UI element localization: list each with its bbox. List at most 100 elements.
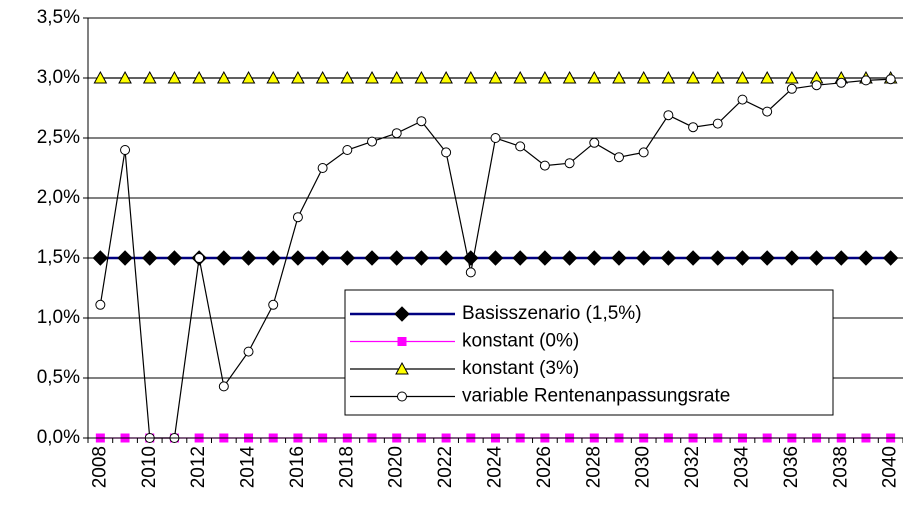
marker [389, 250, 405, 266]
marker [638, 147, 649, 158]
marker [291, 70, 305, 84]
marker [120, 145, 131, 155]
y-tick-label: 0,5% [37, 367, 80, 388]
x-tick-label: 2024 [485, 446, 506, 489]
marker [92, 250, 109, 266]
marker [759, 250, 775, 266]
marker [194, 253, 205, 263]
legend-label: konstant (0%) [462, 331, 579, 352]
x-tick-label: 2010 [139, 446, 160, 488]
x-tick-label: 2028 [583, 446, 604, 488]
marker [317, 163, 328, 173]
marker [142, 70, 157, 84]
marker [268, 299, 279, 310]
marker [117, 250, 133, 266]
x-tick-label: 2016 [287, 446, 308, 488]
marker [292, 212, 303, 223]
x-tick-label: 2014 [238, 446, 259, 489]
x-tick-label: 2036 [781, 446, 802, 488]
marker [562, 70, 577, 84]
legend-marker [394, 306, 410, 322]
y-tick-label: 0,0% [37, 427, 80, 448]
legend-label: variable Rentenanpassungsrate [462, 386, 730, 407]
marker [364, 250, 380, 266]
marker [712, 118, 723, 129]
marker [885, 74, 896, 85]
marker [438, 250, 454, 266]
marker [439, 70, 453, 84]
marker [241, 70, 256, 84]
y-tick-label: 3,5% [37, 7, 80, 28]
marker [339, 250, 356, 266]
marker [391, 128, 402, 139]
x-tick-label: 2026 [534, 446, 555, 488]
marker [661, 70, 676, 84]
y-tick-label: 1,5% [37, 247, 80, 268]
marker [686, 70, 700, 84]
marker [760, 70, 775, 84]
marker [266, 70, 281, 84]
marker [737, 94, 748, 105]
marker [118, 70, 132, 84]
marker [414, 70, 429, 84]
marker [710, 70, 725, 84]
marker [589, 137, 600, 148]
marker [663, 110, 674, 121]
marker [587, 70, 602, 84]
marker [538, 70, 552, 84]
legend-marker [395, 361, 409, 375]
marker [243, 346, 254, 357]
marker [367, 136, 378, 147]
x-tick-label: 2018 [336, 446, 357, 488]
marker [416, 116, 427, 127]
marker [465, 267, 476, 278]
marker [539, 160, 550, 171]
legend-label: Basisszenario (1,5%) [462, 303, 642, 324]
marker [240, 250, 257, 266]
marker [734, 250, 751, 266]
marker [413, 250, 430, 266]
marker [389, 70, 404, 84]
marker [340, 70, 355, 84]
marker [365, 70, 379, 84]
marker [710, 250, 726, 266]
marker [688, 122, 699, 133]
marker [784, 250, 800, 266]
marker [860, 75, 871, 86]
marker [685, 250, 701, 266]
marker [858, 250, 874, 266]
marker [95, 299, 106, 310]
x-tick-label: 2030 [633, 446, 654, 488]
y-tick-label: 2,0% [37, 187, 80, 208]
marker [265, 250, 281, 266]
marker [833, 250, 849, 266]
legend-box [344, 289, 834, 416]
marker [216, 70, 231, 84]
marker [490, 133, 501, 143]
marker [192, 70, 206, 84]
marker [611, 250, 627, 266]
legend-marker [397, 337, 407, 346]
marker [785, 70, 799, 84]
x-tick-label: 2034 [731, 446, 752, 489]
marker [561, 250, 578, 266]
y-tick-label: 2,5% [37, 127, 80, 148]
marker [613, 152, 624, 163]
marker [537, 250, 553, 266]
legend-marker [397, 391, 407, 402]
marker [463, 70, 478, 84]
marker [660, 250, 677, 266]
y-tick-label: 1,0% [37, 307, 80, 328]
marker [586, 250, 602, 266]
marker [487, 250, 504, 266]
marker [513, 70, 528, 84]
marker [314, 250, 331, 266]
x-tick-label: 2012 [188, 446, 209, 488]
x-tick-label: 2020 [386, 446, 407, 488]
marker [488, 70, 503, 84]
marker [463, 250, 479, 266]
marker [882, 250, 899, 266]
marker [512, 250, 528, 266]
x-tick-label: 2032 [682, 446, 703, 488]
